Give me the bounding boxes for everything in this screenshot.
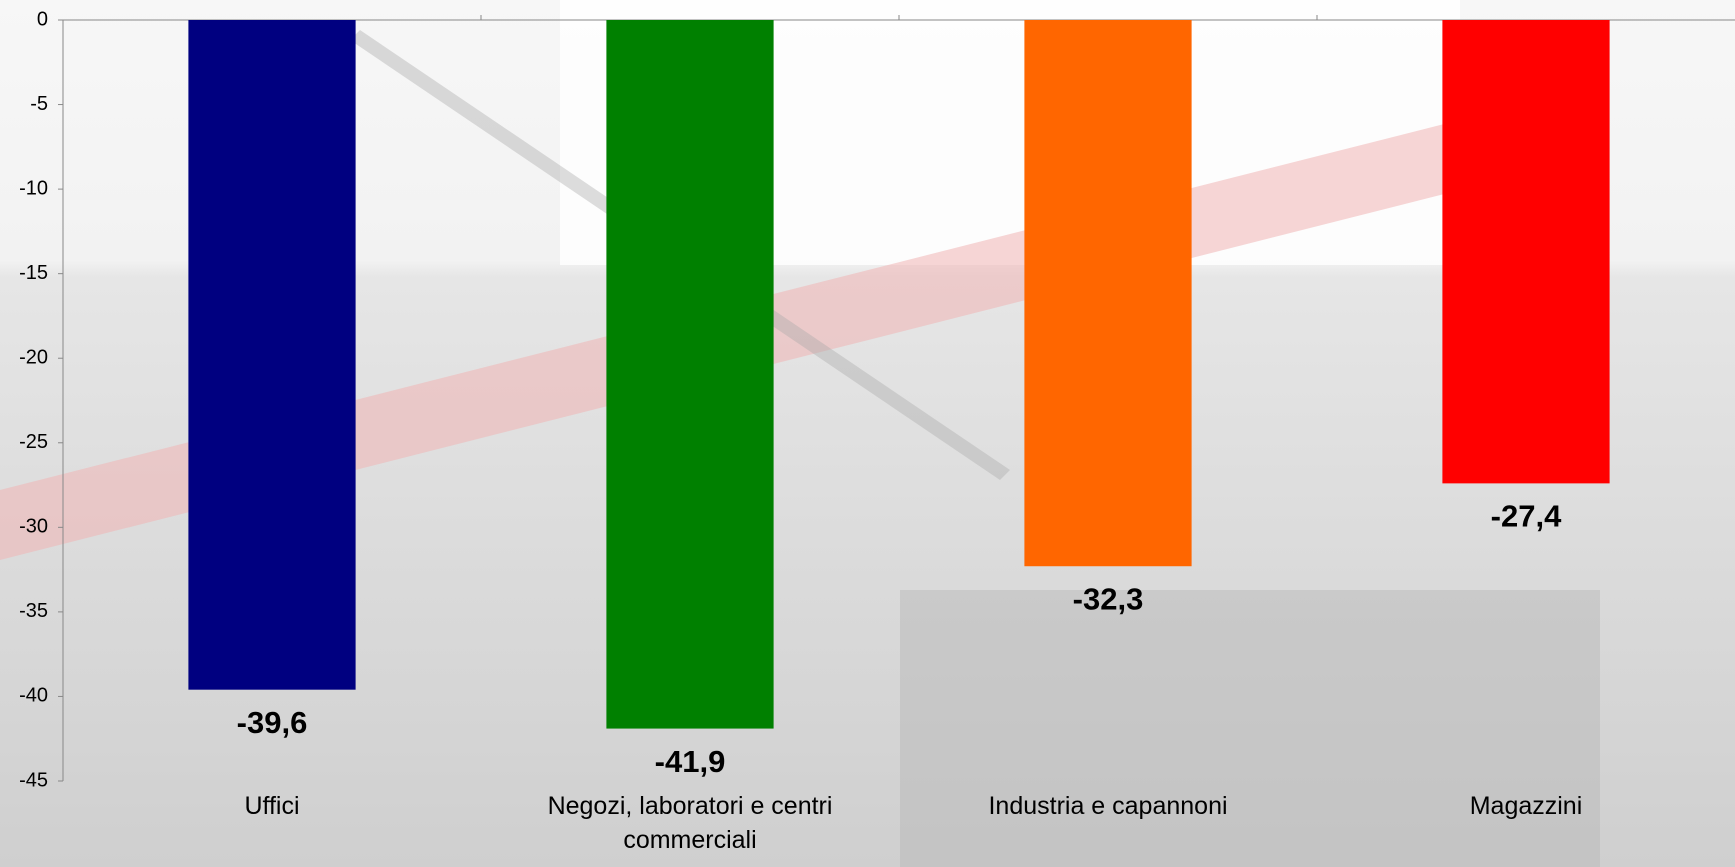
x-tick-label: Magazzini <box>1469 792 1583 820</box>
y-tick-label: -10 <box>19 177 48 199</box>
x-label-box: Magazzini <box>1469 792 1583 820</box>
y-tick-label: -40 <box>19 685 48 707</box>
bar <box>1024 20 1192 567</box>
data-label: -39,6 <box>237 705 308 740</box>
y-tick-label: -15 <box>19 262 48 284</box>
data-label: -27,4 <box>1491 499 1562 534</box>
x-label-box: Industria e capannoni <box>988 792 1228 820</box>
x-label-box: Uffici <box>244 792 300 820</box>
x-tick-label: Uffici <box>244 792 300 820</box>
background-building <box>900 590 1600 867</box>
bar <box>606 20 774 729</box>
y-tick-label: -35 <box>19 600 48 622</box>
x-tick-label: Industria e capannoni <box>988 792 1228 820</box>
x-label-box: Negozi, laboratori e centri commerciali <box>547 792 833 854</box>
y-tick-label: -5 <box>30 93 48 115</box>
y-tick-label: 0 <box>37 8 48 30</box>
bar <box>1442 20 1610 484</box>
data-label: -32,3 <box>1073 581 1144 616</box>
y-tick-label: -45 <box>19 769 48 791</box>
y-tick-label: -20 <box>19 347 48 369</box>
bar <box>188 20 356 690</box>
x-tick-label: Negozi, laboratori e centri commerciali <box>547 792 833 854</box>
data-label: -41,9 <box>655 744 726 779</box>
y-tick-label: -30 <box>19 516 48 538</box>
y-tick-label: -25 <box>19 431 48 453</box>
